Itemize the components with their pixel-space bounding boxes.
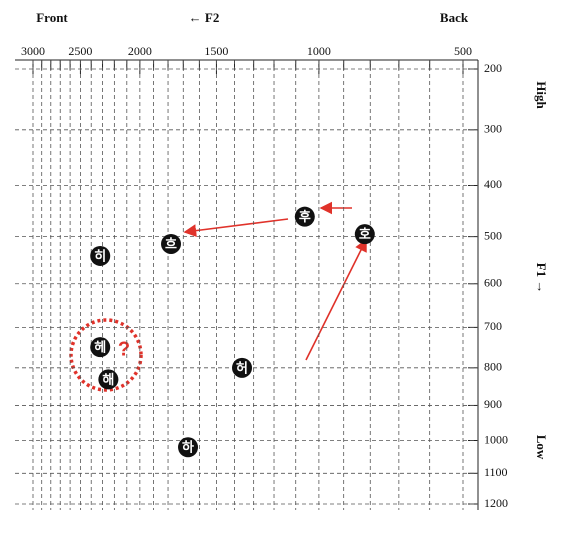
vowel-label: 헤 — [94, 340, 106, 356]
low-label: Low — [534, 435, 549, 460]
y-tick-label: 300 — [484, 122, 502, 136]
arrow — [305, 238, 367, 361]
y-tick-label: 800 — [484, 360, 502, 374]
high-label: High — [534, 81, 549, 109]
vowel-point — [354, 224, 375, 245]
y-tick-label: 1100 — [484, 465, 508, 479]
x-tick-label: 500 — [454, 44, 472, 58]
vowel-point — [90, 337, 111, 358]
y-tick-label: 1000 — [484, 432, 508, 446]
vowel-label: 허 — [236, 360, 248, 376]
vowel-point — [90, 245, 111, 266]
x-tick-label: 1500 — [204, 44, 228, 58]
y-tick-label: 400 — [484, 177, 502, 191]
vowel-point — [294, 206, 315, 227]
x-tick-label: 2500 — [68, 44, 92, 58]
vowel-label: 히 — [94, 248, 106, 264]
plot-area — [15, 59, 479, 510]
vowel-point — [161, 233, 182, 254]
front-label: Front — [36, 10, 68, 25]
f2-label: ← F2 — [189, 10, 220, 25]
vowel-point — [178, 437, 199, 458]
vowel-label: 호 — [359, 228, 371, 243]
y-tick-label: 200 — [484, 61, 502, 75]
vowel-point — [232, 357, 253, 378]
x-tick-label: 3000 — [21, 44, 45, 58]
x-tick-label: 2000 — [128, 44, 152, 58]
f1-label: F1 → — [534, 263, 549, 294]
highlight-circle — [69, 318, 143, 392]
x-tick-label: 1000 — [307, 44, 331, 58]
y-tick-label: 500 — [484, 228, 502, 242]
y-tick-label: 600 — [484, 276, 502, 290]
vowel-label: 흐 — [165, 237, 177, 252]
arrow — [183, 218, 289, 237]
y-tick-label: 900 — [484, 397, 502, 411]
vowel-label: 해 — [102, 372, 114, 388]
vowel-label: 후 — [299, 209, 311, 225]
y-tick-label: 1200 — [484, 496, 508, 510]
vowel-label: 하 — [182, 440, 194, 456]
y-tick-label: 700 — [484, 319, 502, 333]
back-label: Back — [440, 10, 469, 25]
vowel-point — [98, 369, 119, 390]
question-mark: ? — [118, 338, 130, 360]
